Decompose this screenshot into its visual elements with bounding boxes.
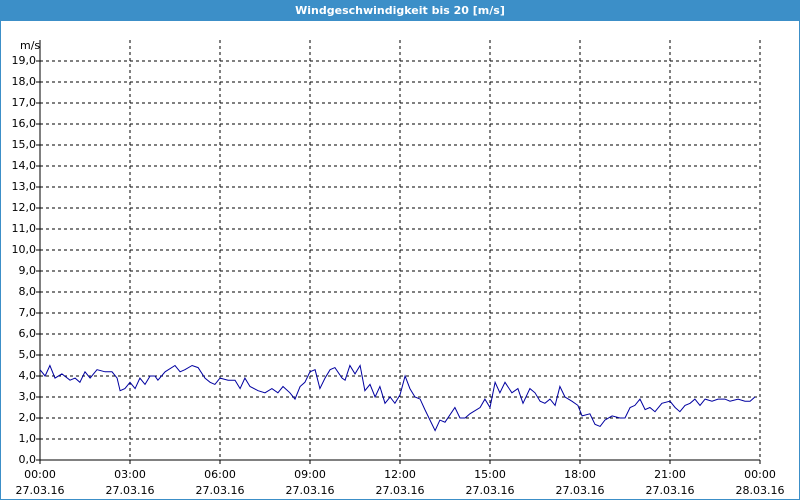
x-tick-date: 27.03.16 [466,484,515,497]
x-tick-date: 27.03.16 [646,484,695,497]
x-tick-label: 09:00 [294,468,326,481]
x-tick-date: 27.03.16 [16,484,65,497]
y-tick-label: 10,0 [12,243,37,256]
x-tick-date: 27.03.16 [196,484,245,497]
y-tick-label: 18,0 [12,75,37,88]
y-tick-label: 6,0 [19,327,37,340]
y-tick-label: 13,0 [12,180,37,193]
x-tick-label: 03:00 [114,468,146,481]
y-tick-label: 3,0 [19,390,37,403]
y-tick-label: 14,0 [12,159,37,172]
x-tick-date: 27.03.16 [106,484,155,497]
x-tick-label: 15:00 [474,468,506,481]
data-line [39,364,756,432]
y-tick-label: 1,0 [19,432,37,445]
y-tick-label: 19,0 [12,54,37,67]
x-tick-date: 27.03.16 [376,484,425,497]
title-bar: Windgeschwindigkeit bis 20 [m/s] [1,1,799,21]
x-tick-label: 06:00 [204,468,236,481]
x-tick-date: 27.03.16 [286,484,335,497]
y-tick-label: 12,0 [12,201,37,214]
x-tick-label: 00:00 [24,468,56,481]
y-tick-label: 11,0 [12,222,37,235]
x-tick-label: 18:00 [564,468,596,481]
y-tick-label: 7,0 [19,306,37,319]
y-tick-label: 16,0 [12,117,37,130]
y-tick-label: 2,0 [19,411,37,424]
x-tick-label: 00:00 [744,468,776,481]
y-tick-label: 17,0 [12,96,37,109]
x-tick-label: 21:00 [654,468,686,481]
y-tick-label: 5,0 [19,348,37,361]
y-unit: m/s [20,39,40,52]
x-tick-date: 27.03.16 [556,484,605,497]
y-tick-label: 8,0 [19,285,37,298]
x-tick-label: 12:00 [384,468,416,481]
y-tick-label: 0,0 [19,453,37,466]
y-tick-label: 15,0 [12,138,37,151]
y-tick-label: 9,0 [19,264,37,277]
y-tick-label: 4,0 [19,369,37,382]
x-tick-date: 28.03.16 [736,484,785,497]
